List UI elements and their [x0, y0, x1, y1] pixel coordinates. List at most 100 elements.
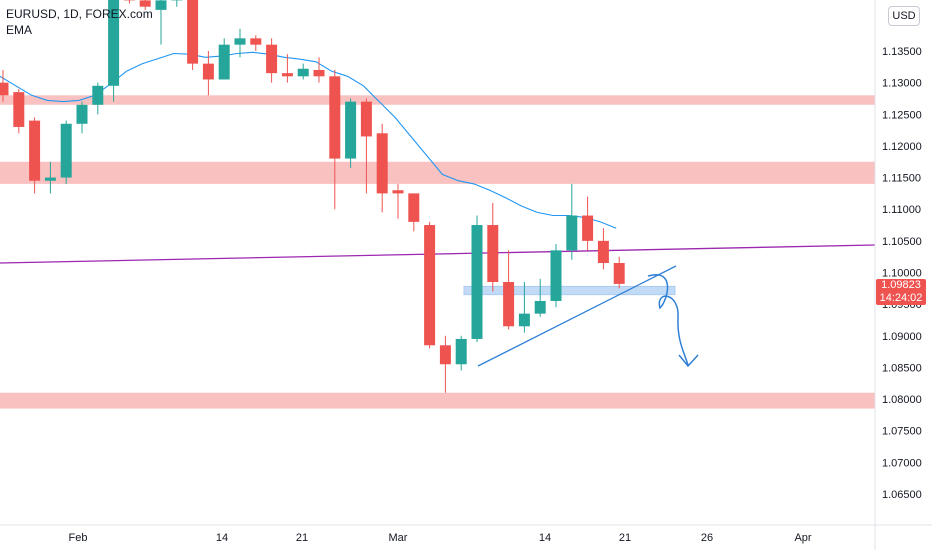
- candle-body: [597, 240, 609, 264]
- retest-zone: [463, 285, 676, 296]
- candle-body: [487, 225, 499, 282]
- candle-body: [139, 0, 151, 7]
- candle-body: [297, 68, 309, 77]
- candle-body: [313, 69, 325, 77]
- candle-body: [424, 225, 436, 346]
- candle-body: [281, 73, 293, 77]
- candles: [0, 0, 625, 393]
- candle: [281, 54, 293, 83]
- price-tick-label: 1.12500: [882, 109, 922, 121]
- candle: [155, 0, 167, 45]
- sloped-line: [0, 244, 876, 264]
- candle: [171, 0, 183, 7]
- candle: [455, 335, 467, 371]
- candle: [250, 35, 262, 51]
- price-tick-label: 1.12000: [882, 141, 922, 153]
- countdown-timer: 14:24:02: [879, 292, 923, 304]
- time-tick-label: 26: [701, 532, 713, 544]
- candle: [108, 0, 120, 102]
- last-price-value: 1.09823: [881, 279, 921, 291]
- candle: [597, 228, 609, 270]
- candle-body: [44, 177, 56, 181]
- time-axis[interactable]: Feb 14 21 Mar 14 21 26 Apr: [69, 532, 812, 544]
- price-tick-label: 1.09000: [882, 331, 922, 343]
- candle-body: [329, 76, 341, 159]
- candle: [123, 0, 135, 4]
- candle: [392, 183, 404, 219]
- symbol-header: EURUSD, 1D, FOREX.com EMA: [6, 6, 153, 38]
- trend-line: [0, 244, 876, 264]
- candle-body: [76, 104, 88, 124]
- price-tick-label: 1.10500: [882, 236, 922, 248]
- candle-body: [250, 38, 262, 45]
- candle: [518, 281, 530, 333]
- zone-rect: [0, 161, 875, 184]
- candle-body: [29, 120, 41, 181]
- candle-body: [392, 190, 404, 194]
- candle: [329, 69, 341, 210]
- candle: [0, 69, 9, 102]
- candle-body: [518, 313, 530, 327]
- candle: [345, 98, 357, 169]
- indicator-label[interactable]: EMA: [6, 23, 33, 37]
- rising-trendline: [477, 265, 677, 367]
- candle-body: [376, 133, 388, 194]
- support-resistance-zones: [0, 95, 875, 409]
- candle: [534, 278, 546, 317]
- price-tick-label: 1.07500: [882, 426, 922, 438]
- candle: [550, 244, 562, 308]
- candle-body: [360, 101, 372, 137]
- price-tick-label: 1.06500: [882, 489, 922, 501]
- ema-polyline: [0, 51, 617, 229]
- candle-body: [266, 44, 278, 74]
- candle-body: [13, 92, 25, 127]
- price-tick-label: 1.08500: [882, 362, 922, 374]
- candle: [613, 256, 625, 289]
- candle-body: [218, 44, 230, 80]
- candle: [503, 250, 515, 330]
- retest-zone-rect: [463, 285, 676, 296]
- candle: [234, 28, 246, 58]
- candle: [471, 215, 483, 343]
- candle-body: [60, 123, 72, 178]
- ema-line: [0, 51, 617, 229]
- candle-body: [0, 82, 9, 96]
- candle-body: [92, 85, 104, 105]
- candle-body: [566, 215, 578, 251]
- time-tick-label: 21: [619, 532, 631, 544]
- candle: [582, 196, 594, 251]
- candle-body: [408, 193, 420, 222]
- candle-body: [234, 38, 246, 45]
- candle: [202, 51, 214, 96]
- candle-body: [534, 300, 546, 314]
- price-tick-label: 1.11500: [882, 173, 921, 185]
- price-tick-label: 1.13500: [882, 46, 922, 58]
- candle: [266, 38, 278, 83]
- price-axis[interactable]: 1.06500 1.07000 1.07500 1.08000 1.08500 1.090…: [882, 46, 922, 501]
- candle-body: [155, 0, 167, 10]
- candle-body: [108, 0, 120, 86]
- candle: [313, 57, 325, 83]
- price-tick-label: 1.07000: [882, 457, 922, 469]
- zone-rect: [0, 95, 875, 105]
- candle: [139, 0, 151, 10]
- candle: [408, 193, 420, 232]
- symbol-line[interactable]: EURUSD, 1D, FOREX.com: [6, 7, 153, 21]
- price-tick-label: 1.11000: [882, 204, 921, 216]
- candle-body: [582, 215, 594, 241]
- price-tick-label: 1.10000: [882, 268, 922, 280]
- candle: [566, 183, 578, 260]
- candle: [76, 101, 88, 134]
- time-tick-label: Feb: [69, 532, 88, 544]
- time-tick-label: 14: [539, 532, 551, 544]
- currency-button[interactable]: USD: [888, 6, 920, 26]
- candle: [92, 82, 104, 115]
- projection-arrow-path: [647, 273, 689, 366]
- time-tick-label: Mar: [389, 532, 408, 544]
- candle: [360, 98, 372, 194]
- candle-body: [202, 63, 214, 80]
- drawings: [477, 265, 699, 368]
- time-tick-label: Apr: [794, 532, 811, 544]
- candle-body: [613, 263, 625, 284]
